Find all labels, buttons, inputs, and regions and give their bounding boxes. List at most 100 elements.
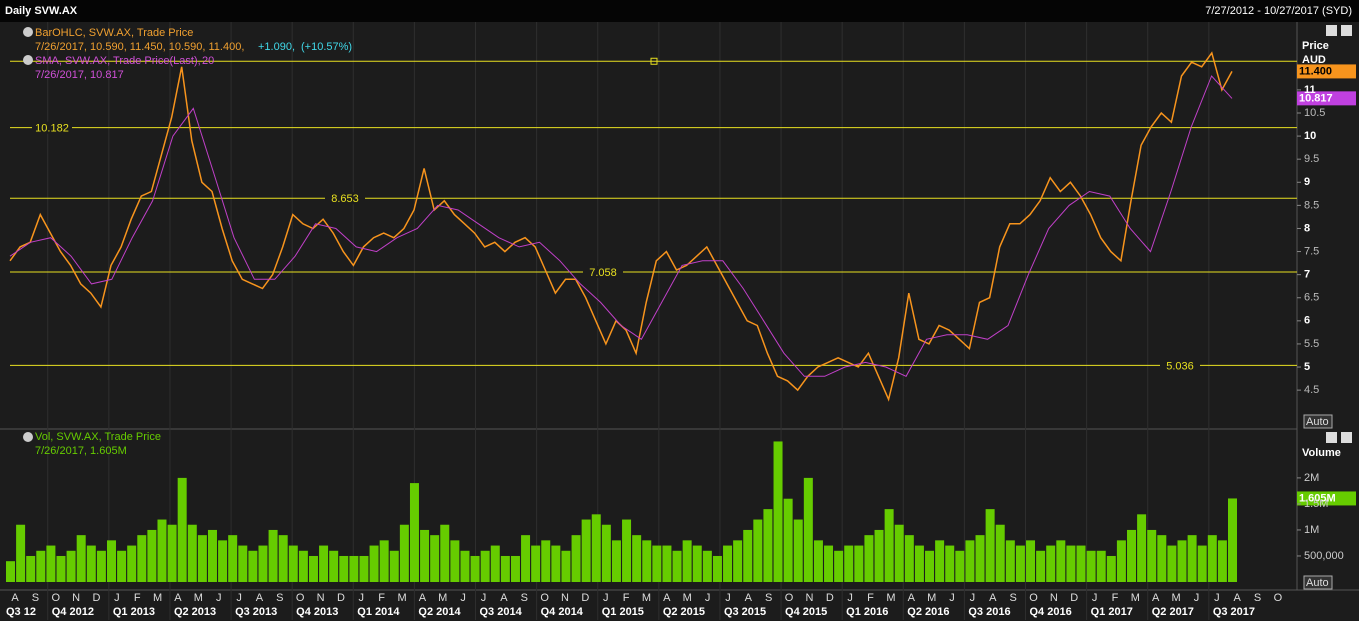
close-button[interactable] <box>1341 25 1352 36</box>
month-label: N <box>1050 592 1058 604</box>
month-label: M <box>683 592 692 604</box>
volume-bar <box>894 524 904 582</box>
legend-icon[interactable] <box>23 27 33 37</box>
volume-bar <box>1187 535 1197 582</box>
header-bar <box>0 0 1359 22</box>
month-label: J <box>359 592 365 604</box>
volume-bar <box>288 545 298 582</box>
month-label: J <box>114 592 120 604</box>
scale-mode: Auto <box>1306 416 1329 428</box>
month-label: D <box>337 592 345 604</box>
volume-bar <box>824 545 834 582</box>
scale-button[interactable] <box>1303 575 1333 590</box>
month-label: M <box>927 592 936 604</box>
volume-bar <box>106 540 116 582</box>
header-title: Daily SVW.AX <box>5 5 78 17</box>
volume-bar <box>349 555 359 582</box>
month-label: A <box>500 592 508 604</box>
month-label: O <box>1274 592 1283 604</box>
month-label: J <box>603 592 609 604</box>
volume-bar <box>6 561 15 582</box>
month-label: A <box>1234 592 1242 604</box>
month-label: F <box>378 592 385 604</box>
month-label: A <box>256 592 264 604</box>
month-label: A <box>1152 592 1160 604</box>
volume-bar <box>197 535 207 582</box>
volume-bar <box>480 550 490 582</box>
volume-bar <box>925 550 935 582</box>
month-label: M <box>1172 592 1181 604</box>
volume-bar <box>965 540 975 582</box>
volume-bar <box>1147 529 1157 582</box>
volume-bar <box>884 509 894 582</box>
volume-bar <box>137 535 147 582</box>
month-label: J <box>949 592 955 604</box>
volume-bar <box>46 545 56 582</box>
volume-bar <box>1228 498 1237 582</box>
y-tick-label: 5.5 <box>1304 338 1319 350</box>
volume-bar <box>692 545 702 582</box>
volume-bar <box>844 545 854 582</box>
volume-bar <box>864 535 874 582</box>
scale-button[interactable] <box>1303 414 1333 429</box>
quarter-label: Q2 2015 <box>663 606 705 618</box>
volume-bar <box>632 535 642 582</box>
volume-bar <box>1086 550 1096 582</box>
volume-bar <box>1046 545 1056 582</box>
month-label: O <box>1029 592 1038 604</box>
volume-bar <box>510 555 520 582</box>
volume-bar <box>1066 545 1076 582</box>
y-tick-label: 4.5 <box>1304 384 1319 396</box>
volume-bar <box>1116 540 1126 582</box>
legend-period: 20 <box>202 55 214 67</box>
month-label: A <box>174 592 182 604</box>
close-button[interactable] <box>1341 432 1352 443</box>
y-tick-label: 6 <box>1304 315 1310 327</box>
axis-title: Price <box>1302 40 1329 52</box>
volume-bar <box>339 555 349 582</box>
level-label-bg <box>1160 359 1200 372</box>
month-label: S <box>765 592 772 604</box>
volume-bar <box>1015 545 1025 582</box>
legend-text: 7/26/2017, 10.817 <box>35 69 124 81</box>
month-label: N <box>72 592 80 604</box>
volume-bar <box>642 540 652 582</box>
volume-bar <box>430 535 440 582</box>
quarter-label: Q2 2014 <box>418 606 461 618</box>
month-label: O <box>540 592 549 604</box>
legend-icon[interactable] <box>23 432 33 442</box>
level-label-bg <box>32 121 72 134</box>
quarter-label: Q1 2016 <box>846 606 888 618</box>
volume-bar <box>96 550 106 582</box>
month-label: A <box>419 592 427 604</box>
legend-icon[interactable] <box>23 55 33 65</box>
month-label: A <box>11 592 19 604</box>
maximize-button[interactable] <box>1326 432 1337 443</box>
volume-bar <box>490 545 500 582</box>
quarter-label: Q1 2017 <box>1091 606 1133 618</box>
volume-bar <box>369 545 379 582</box>
y-tick-label: 2M <box>1304 472 1319 484</box>
month-label: F <box>623 592 630 604</box>
quarter-label: Q3 2014 <box>480 606 523 618</box>
level-label-bg <box>325 192 365 205</box>
volume-bar <box>834 550 844 582</box>
volume-bar <box>985 509 995 582</box>
month-label: J <box>1092 592 1098 604</box>
volume-bar <box>854 545 864 582</box>
legend-text: Vol, SVW.AX, Trade Price <box>35 431 161 443</box>
volume-bar <box>228 535 238 582</box>
maximize-button[interactable] <box>1326 25 1337 36</box>
month-label: N <box>805 592 813 604</box>
volume-bar <box>682 540 692 582</box>
volume-bar <box>622 519 632 582</box>
volume-bar <box>319 545 329 582</box>
y-tick-label: 9.5 <box>1304 153 1319 165</box>
month-label: A <box>989 592 997 604</box>
volume-bar <box>218 540 228 582</box>
month-label: S <box>32 592 39 604</box>
volume-bar <box>298 550 308 582</box>
volume-bar <box>531 545 541 582</box>
volume-bar <box>278 535 288 582</box>
